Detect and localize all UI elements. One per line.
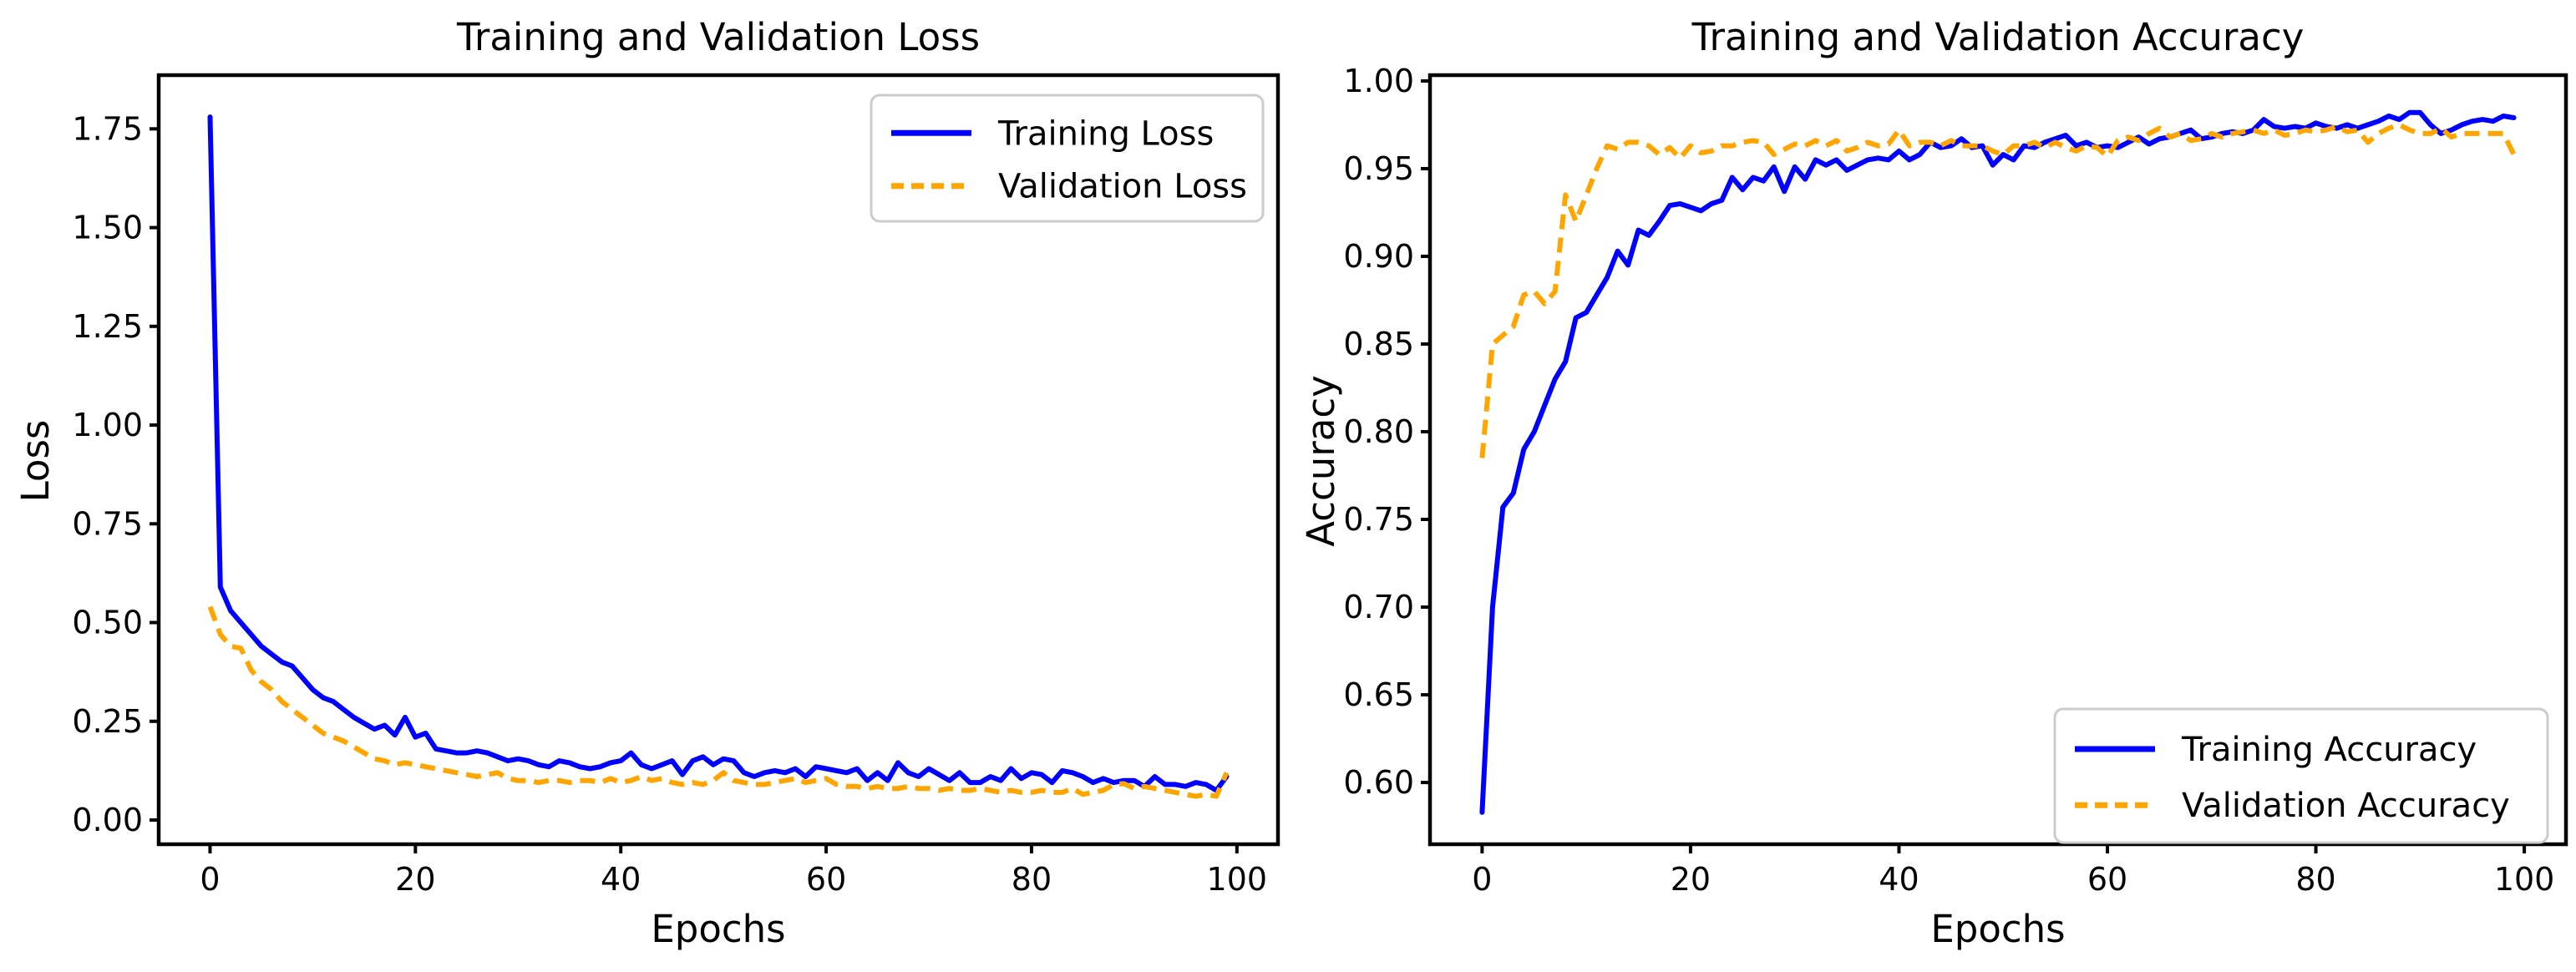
y-tick-label: 0.25 — [72, 703, 143, 740]
y-tick-label: 0.00 — [72, 802, 143, 838]
loss-plot-area: 0 20 40 60 80 100 0.00 0.25 0.50 0.75 1.00 1.25 1.50… — [72, 73, 1280, 898]
accuracy-x-axis-label: Epochs — [1930, 907, 2065, 951]
loss-y-axis-label: Loss — [13, 420, 58, 503]
x-tick-label: 100 — [1207, 861, 1268, 898]
x-tick-label: 80 — [2295, 861, 2335, 898]
series-line-validation-loss — [207, 605, 1230, 799]
accuracy-plot-area: 0 20 40 60 80 100 0.60 0.65 0.70 0.75 0.80 0.85 0.90… — [1343, 63, 2568, 898]
accuracy-chart-canvas: Training and Validation Accuracy Epochs … — [1299, 15, 2568, 951]
y-tick-label: 0.65 — [1343, 676, 1414, 713]
y-tick-label: 1.50 — [72, 210, 143, 246]
x-tick-label: 20 — [1671, 861, 1711, 898]
x-tick-label: 60 — [806, 861, 846, 898]
plot-border — [1427, 73, 2568, 847]
legend-box — [2053, 707, 2549, 844]
y-tick-label: 0.70 — [1343, 589, 1414, 625]
accuracy-y-axis-label: Accuracy — [1299, 375, 1343, 546]
y-tick-label: 0.50 — [72, 605, 143, 641]
y-tick-label: 0.60 — [1343, 764, 1414, 801]
x-tick-label: 0 — [1472, 861, 1492, 898]
y-tick-label: 0.80 — [1343, 413, 1414, 450]
legend-label: Validation Loss — [998, 168, 1247, 206]
x-tick-label: 80 — [1012, 861, 1052, 898]
x-tick-label: 20 — [395, 861, 435, 898]
legend-label: Training Loss — [997, 114, 1214, 153]
y-tick-label: 0.90 — [1343, 238, 1414, 275]
y-tick-label: 0.95 — [1343, 150, 1414, 187]
accuracy-chart-title: Training and Validation Accuracy — [1691, 15, 2305, 59]
legend-label: Validation Accuracy — [2182, 787, 2510, 825]
x-tick-label: 60 — [2087, 861, 2127, 898]
x-tick-label: 0 — [200, 861, 220, 898]
series-line-validation-accuracy — [1479, 122, 2517, 458]
x-tick-label: 40 — [601, 861, 641, 898]
y-tick-label: 1.00 — [72, 407, 143, 443]
x-tick-label: 100 — [2494, 861, 2555, 898]
y-tick-label: 1.00 — [1343, 63, 1414, 99]
legend-box — [870, 94, 1265, 223]
series-line-training-accuracy — [1479, 109, 2517, 815]
y-tick-label: 0.85 — [1343, 326, 1414, 362]
y-tick-label: 0.75 — [72, 505, 143, 542]
series-line-training-loss — [207, 114, 1230, 793]
loss-chart-canvas: Training and Validation Loss Epochs Loss… — [13, 15, 1280, 951]
loss-x-axis-label: Epochs — [651, 907, 785, 951]
accuracy-chart: Training and Validation Accuracy Epochs … — [1288, 0, 2576, 972]
x-tick-label: 40 — [1879, 861, 1919, 898]
loss-chart: Training and Validation Loss Epochs Loss… — [13, 15, 1280, 951]
legend-label: Training Accuracy — [2181, 731, 2477, 769]
y-tick-label: 1.75 — [72, 110, 143, 147]
y-tick-label: 1.25 — [72, 308, 143, 345]
plot-border — [156, 73, 1280, 847]
y-tick-label: 0.75 — [1343, 501, 1414, 538]
loss-chart-title: Training and Validation Loss — [456, 15, 980, 59]
